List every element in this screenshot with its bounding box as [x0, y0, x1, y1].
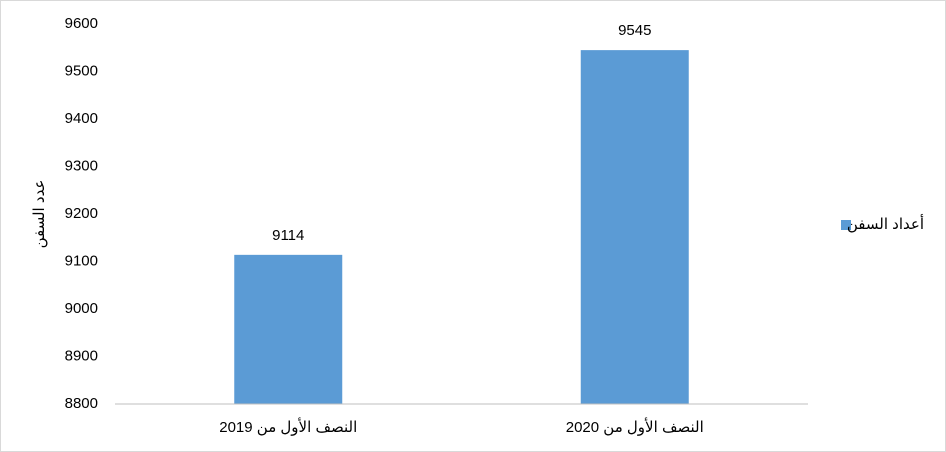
y-tick-label: 9500: [65, 62, 98, 79]
y-tick-label: 8900: [65, 347, 98, 364]
y-tick-label: 9300: [65, 157, 98, 174]
data-label: 9114: [272, 227, 304, 244]
legend-swatch: [841, 220, 851, 230]
data-label: 9545: [618, 22, 651, 39]
y-tick-label: 9000: [65, 300, 98, 317]
y-tick-label: 8800: [65, 395, 98, 412]
x-tick-label: النصف الأول من 2020: [566, 417, 704, 436]
x-tick-label: النصف الأول من 2019: [219, 417, 357, 436]
y-tick-label: 9100: [65, 252, 98, 269]
legend-label: أعداد السفن: [847, 214, 924, 233]
y-axis-label: عدد السفن: [31, 180, 48, 249]
y-tick-label: 9400: [65, 110, 98, 127]
bar: [234, 254, 343, 404]
bar: [580, 50, 689, 404]
y-tick-label: 9600: [65, 15, 98, 32]
y-tick-label: 9200: [65, 205, 98, 222]
